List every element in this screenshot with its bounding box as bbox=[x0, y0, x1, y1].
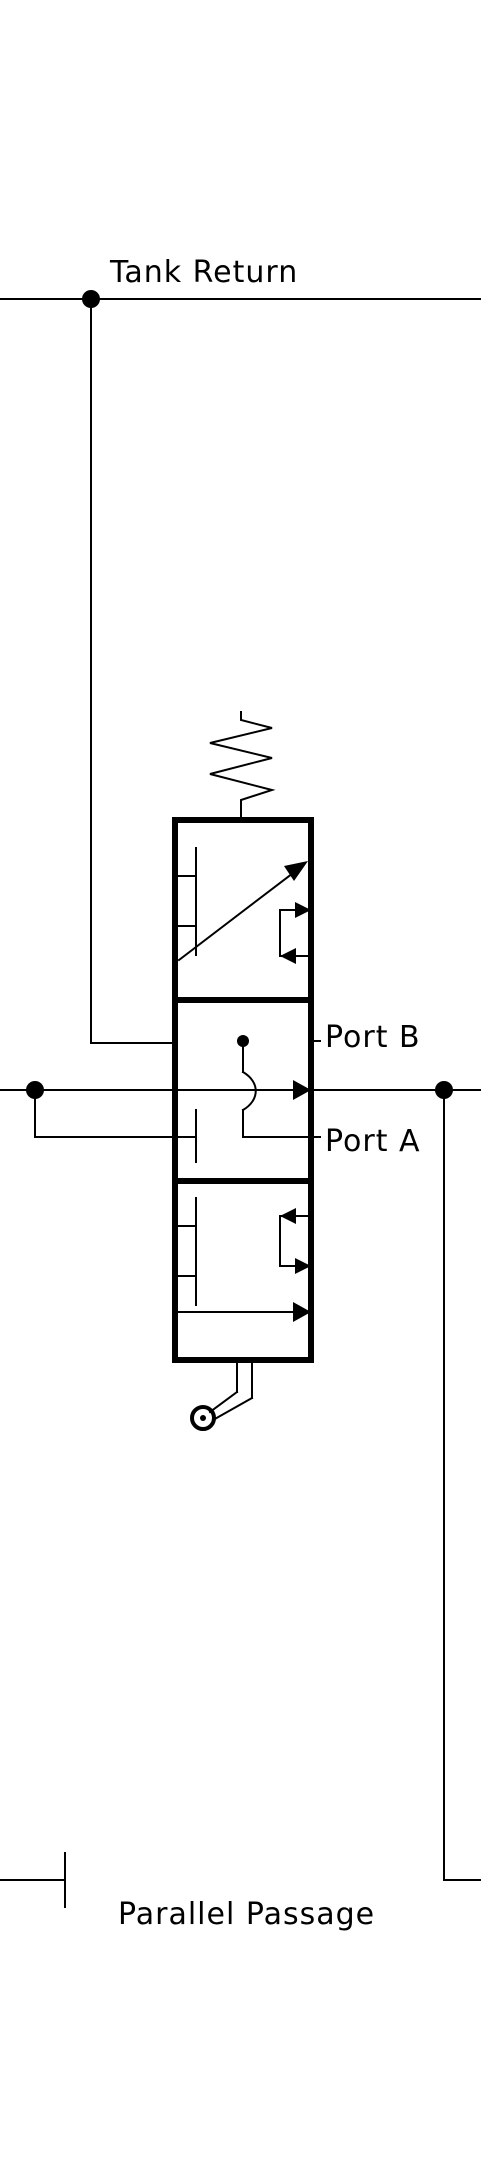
bottom-flow-arrowhead bbox=[293, 1302, 311, 1322]
valve-envelope-middle bbox=[174, 1035, 312, 1163]
lever-knob bbox=[190, 1405, 216, 1431]
port-a-label: Port A bbox=[325, 1124, 421, 1159]
bottom-arrowhead-lower bbox=[295, 1258, 311, 1274]
pressure-line bbox=[0, 1081, 481, 1881]
spring-symbol bbox=[209, 711, 276, 820]
neutral-arrowhead bbox=[293, 1080, 311, 1100]
valve-envelope-top bbox=[174, 847, 312, 964]
lever-actuator bbox=[190, 1359, 254, 1431]
tank-return-label: Tank Return bbox=[109, 255, 298, 290]
port-b-label: Port B bbox=[325, 1020, 421, 1055]
parallel-passage-label: Parallel Passage bbox=[118, 1897, 375, 1932]
parallel-passage-line bbox=[0, 1852, 66, 1908]
tank-return-line bbox=[0, 290, 481, 1044]
return-arrowhead bbox=[295, 902, 311, 918]
crossover-arrowhead bbox=[284, 861, 308, 881]
return-arrowhead-lower bbox=[280, 948, 296, 964]
bottom-arrowhead-upper bbox=[280, 1208, 296, 1224]
valve-envelope-bottom bbox=[174, 1197, 312, 1322]
